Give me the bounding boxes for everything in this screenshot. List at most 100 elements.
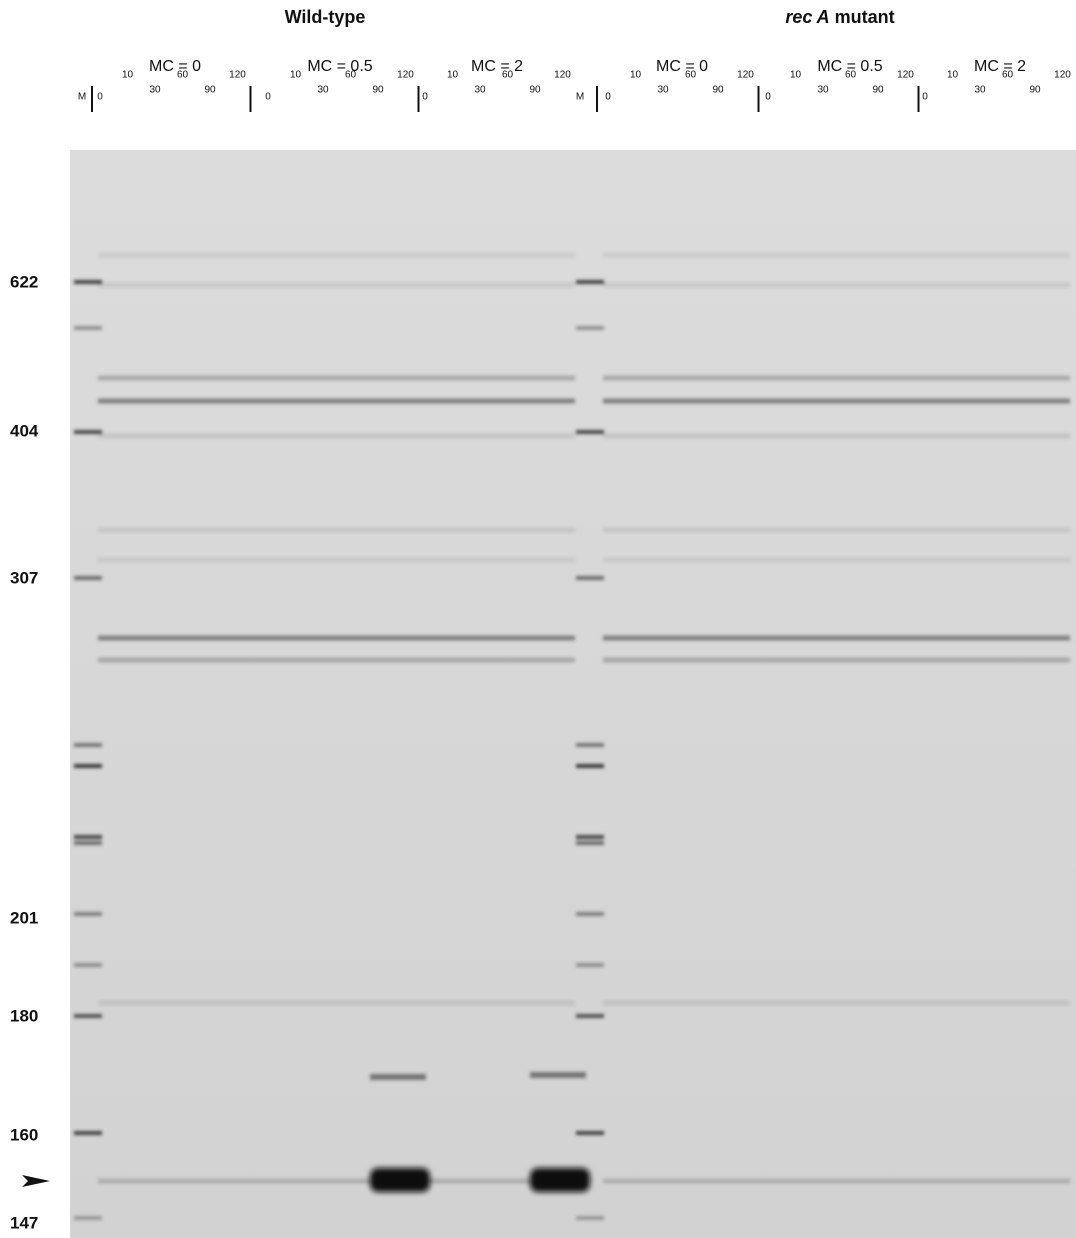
ladder-band <box>576 912 604 916</box>
size-marker-label: 180 <box>10 1006 38 1025</box>
lane-label: 120 <box>229 70 246 81</box>
lane-label: 0 <box>765 92 771 103</box>
strong-band <box>370 1168 430 1192</box>
gel-band <box>98 398 575 404</box>
lane-label: 10 <box>790 70 802 81</box>
gel-band <box>603 398 1070 404</box>
lane-label: 90 <box>1029 85 1041 96</box>
gel-band <box>603 527 1070 533</box>
ladder-band <box>74 1216 102 1220</box>
lane-label: 0 <box>97 92 103 103</box>
lane-label: 120 <box>397 70 414 81</box>
lane-label: 60 <box>177 70 189 81</box>
ladder-band <box>74 835 102 839</box>
lane-label: 0 <box>922 92 928 103</box>
gel-band <box>603 375 1070 381</box>
ladder-band <box>74 841 102 845</box>
ladder-band <box>74 912 102 916</box>
lane-label: 60 <box>685 70 697 81</box>
size-marker-label: 307 <box>10 568 38 587</box>
gel-band <box>603 657 1070 663</box>
gel-band <box>603 1000 1070 1006</box>
ladder-band <box>576 835 604 839</box>
lane-label: 30 <box>317 85 329 96</box>
gel-band <box>603 635 1070 641</box>
lane-label: 10 <box>630 70 642 81</box>
ladder-band <box>576 430 604 434</box>
lane-label: 120 <box>737 70 754 81</box>
lane-label: 90 <box>204 85 216 96</box>
gel-band <box>98 282 575 288</box>
group-title: rec A mutant <box>785 7 894 27</box>
ladder-band <box>576 576 604 580</box>
gel-band <box>530 1072 586 1078</box>
ladder-band <box>74 1014 102 1018</box>
gel-bands <box>74 252 1070 1220</box>
ladder-band <box>74 280 102 284</box>
lane-label: 120 <box>897 70 914 81</box>
lane-label: 90 <box>372 85 384 96</box>
marker-lane-label: M <box>78 92 86 103</box>
size-marker-label: 160 <box>10 1125 38 1144</box>
gel-band <box>98 657 575 663</box>
gel-band <box>98 433 575 439</box>
group-title-italic: rec A <box>785 7 829 27</box>
gel-band <box>98 1000 575 1006</box>
gel-strong-bands <box>370 1168 590 1192</box>
gel-band <box>603 282 1070 288</box>
ladder-band <box>576 1216 604 1220</box>
condition-label: MC = 2 <box>471 58 523 75</box>
lane-label: 60 <box>1002 70 1014 81</box>
gel-band <box>603 557 1070 563</box>
group-title: Wild-type <box>285 7 366 27</box>
lane-label: 30 <box>474 85 486 96</box>
ladder-band <box>74 764 102 768</box>
lane-label: 60 <box>502 70 514 81</box>
lane-label: 0 <box>265 92 271 103</box>
condition-label: MC = 2 <box>974 58 1026 75</box>
lane-label: 30 <box>149 85 161 96</box>
lane-label: 10 <box>122 70 134 81</box>
size-marker-label: 201 <box>10 908 38 927</box>
lane-label: 10 <box>447 70 459 81</box>
marker-lane-label: M <box>576 92 584 103</box>
condition-label: MC = 0 <box>656 58 708 75</box>
lane-label: 120 <box>1054 70 1071 81</box>
ladder-band <box>576 280 604 284</box>
gel <box>70 150 1076 1238</box>
ladder-band <box>74 743 102 747</box>
condition-label: MC = 0.5 <box>817 58 882 75</box>
ladder-band <box>74 1131 102 1135</box>
gel-band <box>603 1178 1070 1184</box>
size-marker-label: 147 <box>10 1213 38 1232</box>
strong-band <box>530 1168 590 1192</box>
lane-label: 60 <box>845 70 857 81</box>
arrowhead <box>22 1175 50 1187</box>
labels: Wild-type rec A mutant M MC = 0 0 10 30 60 90 12… <box>10 7 1071 1233</box>
lane-label: 120 <box>554 70 571 81</box>
lane-label: 0 <box>422 92 428 103</box>
lane-label: 90 <box>872 85 884 96</box>
ladder-band <box>576 841 604 845</box>
lane-label: 30 <box>974 85 986 96</box>
gel-band <box>98 527 575 533</box>
gel-band <box>98 635 575 641</box>
gel-band <box>98 557 575 563</box>
condition-label: MC = 0 <box>149 58 201 75</box>
lane-label: 0 <box>605 92 611 103</box>
ladder-band <box>576 1014 604 1018</box>
lane-label: 60 <box>345 70 357 81</box>
size-marker-label: 622 <box>10 272 38 291</box>
gel-band <box>603 433 1070 439</box>
lane-label: 10 <box>947 70 959 81</box>
group-title-rest: mutant <box>835 7 895 27</box>
ladder-band <box>576 1131 604 1135</box>
ladder-band <box>74 326 102 330</box>
gel-band <box>98 375 575 381</box>
gel-band <box>370 1074 426 1080</box>
ladder-band <box>576 764 604 768</box>
gel-band <box>603 252 1070 258</box>
ladder-band <box>576 326 604 330</box>
